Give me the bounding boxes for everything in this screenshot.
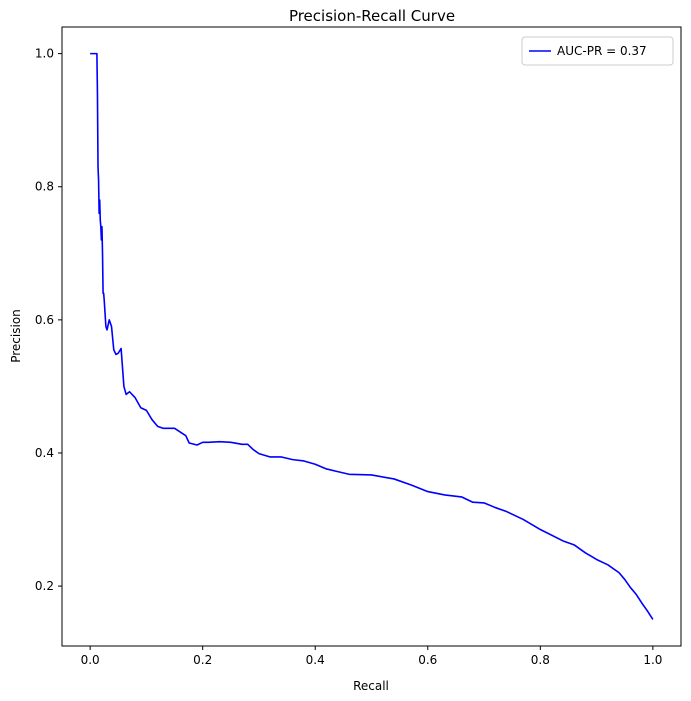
x-tick-label: 1.0 <box>643 653 662 667</box>
x-tick-label: 0.4 <box>306 653 325 667</box>
y-tick-label: 1.0 <box>35 47 54 61</box>
x-tick-label: 0.2 <box>193 653 212 667</box>
pr-curve-line <box>90 52 654 620</box>
y-tick-label: 0.2 <box>35 579 54 593</box>
chart-title: Precision-Recall Curve <box>289 7 455 25</box>
y-tick-label: 0.6 <box>35 313 54 327</box>
x-axis-label: Recall <box>353 679 389 693</box>
x-tick-label: 0.8 <box>531 653 550 667</box>
x-axis: 0.0 0.2 0.4 0.6 0.8 1.0 <box>81 646 662 667</box>
legend: AUC-PR = 0.37 <box>521 36 674 66</box>
legend-label: AUC-PR = 0.37 <box>557 44 647 58</box>
legend-box <box>521 36 674 66</box>
y-axis: 0.2 0.4 0.6 0.8 1.0 <box>35 47 62 593</box>
plot-area-frame <box>61 26 682 647</box>
y-axis-label: Precision <box>9 309 23 363</box>
x-tick-label: 0.0 <box>81 653 100 667</box>
y-tick-label: 0.4 <box>35 446 54 460</box>
y-tick-label: 0.8 <box>35 180 54 194</box>
series-layer <box>90 52 654 620</box>
x-tick-label: 0.6 <box>418 653 437 667</box>
